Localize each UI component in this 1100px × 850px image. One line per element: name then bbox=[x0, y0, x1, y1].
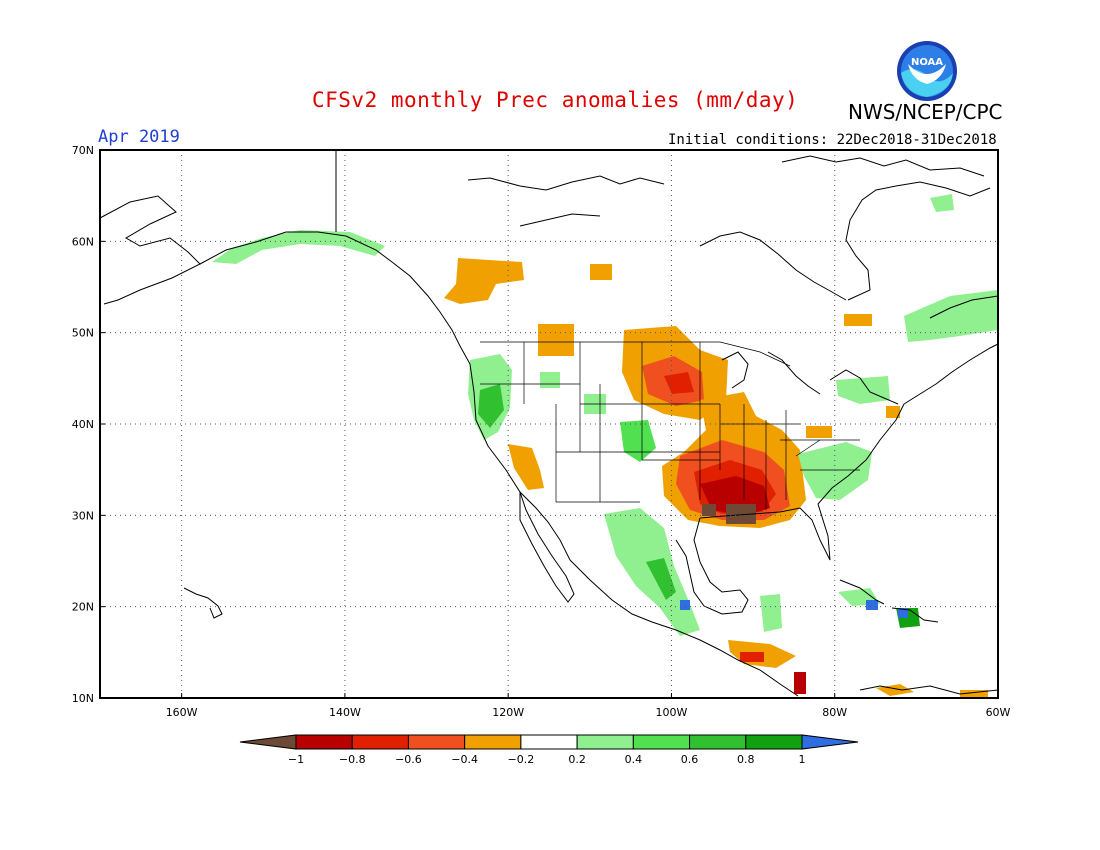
map-title: CFSv2 monthly Prec anomalies (mm/day) bbox=[312, 88, 799, 112]
anomaly-patch bbox=[876, 684, 914, 696]
anomaly-patch bbox=[620, 420, 656, 462]
agency-label: NWS/NCEP/CPC bbox=[848, 100, 1003, 124]
colorbar-arrow-low bbox=[239, 734, 297, 750]
anomaly-patch bbox=[760, 594, 782, 632]
anomaly-patch bbox=[930, 194, 954, 212]
colorbar-label: 0.8 bbox=[737, 753, 755, 766]
anomaly-patch bbox=[806, 426, 832, 438]
colorbar-swatch bbox=[295, 734, 353, 750]
graticule bbox=[100, 150, 998, 698]
colorbar-label: −0.6 bbox=[395, 753, 422, 766]
anomaly-patch bbox=[212, 230, 385, 264]
latitude-label: 30N bbox=[72, 509, 94, 522]
longitude-label: 140W bbox=[329, 706, 361, 719]
map-frame bbox=[99, 149, 999, 699]
colorbar-swatch bbox=[351, 734, 409, 750]
valid-month-label: Apr 2019 bbox=[98, 127, 180, 147]
initial-conditions-label: Initial conditions: 22Dec2018-31Dec2018 bbox=[668, 132, 997, 148]
longitude-label: 80W bbox=[822, 706, 847, 719]
anomaly-patch bbox=[680, 600, 690, 610]
latitude-label: 60N bbox=[72, 235, 94, 248]
longitude-label: 60W bbox=[986, 706, 1011, 719]
noaa-logo-text: NOAA bbox=[911, 57, 943, 68]
colorbar-swatch bbox=[689, 734, 747, 750]
colorbar-swatch bbox=[576, 734, 634, 750]
latitude-label: 70N bbox=[72, 144, 94, 157]
latitude-label: 50N bbox=[72, 327, 94, 340]
longitude-label: 120W bbox=[492, 706, 524, 719]
anomaly-patch bbox=[540, 372, 560, 388]
colorbar-arrow-high bbox=[801, 734, 859, 750]
colorbar-label: 0.2 bbox=[568, 753, 586, 766]
anomaly-patch bbox=[538, 324, 574, 356]
latitude-label: 20N bbox=[72, 601, 94, 614]
anomaly-patch bbox=[590, 264, 612, 280]
coastlines bbox=[99, 150, 999, 697]
colorbar-swatch bbox=[520, 734, 578, 750]
colorbar-swatch bbox=[632, 734, 691, 750]
anomaly-patch bbox=[664, 372, 694, 394]
longitude-label: 100W bbox=[656, 706, 688, 719]
anomaly-field bbox=[212, 194, 998, 698]
colorbar-label: 0.4 bbox=[625, 753, 643, 766]
longitude-labels: 160W 140W 120W 100W 80W 60W bbox=[166, 693, 1011, 719]
colorbar-swatch bbox=[464, 734, 522, 750]
anomaly-patch bbox=[794, 672, 806, 694]
anomaly-patch bbox=[702, 504, 716, 516]
colorbar: −1 −0.8 −0.6 −0.4 −0.2 0.2 0.4 0.6 0.8 1 bbox=[239, 734, 859, 766]
anomaly-patch bbox=[726, 504, 756, 524]
anomaly-patch bbox=[508, 444, 544, 490]
anomaly-patch bbox=[904, 290, 998, 342]
state-borders bbox=[480, 341, 860, 510]
colorbar-label: 0.6 bbox=[681, 753, 699, 766]
colorbar-swatch bbox=[407, 734, 466, 750]
anomaly-patch bbox=[478, 384, 504, 428]
latitude-label: 40N bbox=[72, 418, 94, 431]
anomaly-patch bbox=[740, 652, 764, 662]
noaa-logo-icon: NOAA bbox=[897, 41, 957, 101]
colorbar-label: −1 bbox=[288, 753, 304, 766]
colorbar-label: −0.2 bbox=[508, 753, 535, 766]
latitude-label: 10N bbox=[72, 692, 94, 705]
latitude-labels: 70N 60N 50N 40N 30N 20N 10N bbox=[72, 144, 105, 705]
longitude-label: 160W bbox=[166, 706, 198, 719]
colorbar-label: 1 bbox=[799, 753, 806, 766]
anomaly-patch bbox=[646, 558, 676, 600]
anomaly-patch bbox=[898, 608, 908, 618]
colorbar-label: −0.4 bbox=[451, 753, 478, 766]
anomaly-patch bbox=[866, 600, 878, 610]
anomaly-patch bbox=[836, 376, 890, 404]
anomaly-patch bbox=[960, 690, 988, 698]
colorbar-label: −0.8 bbox=[339, 753, 366, 766]
anomaly-patch bbox=[844, 314, 872, 326]
colorbar-swatch bbox=[745, 734, 803, 750]
anomaly-patch bbox=[444, 258, 524, 304]
anomaly-patch bbox=[886, 406, 900, 418]
